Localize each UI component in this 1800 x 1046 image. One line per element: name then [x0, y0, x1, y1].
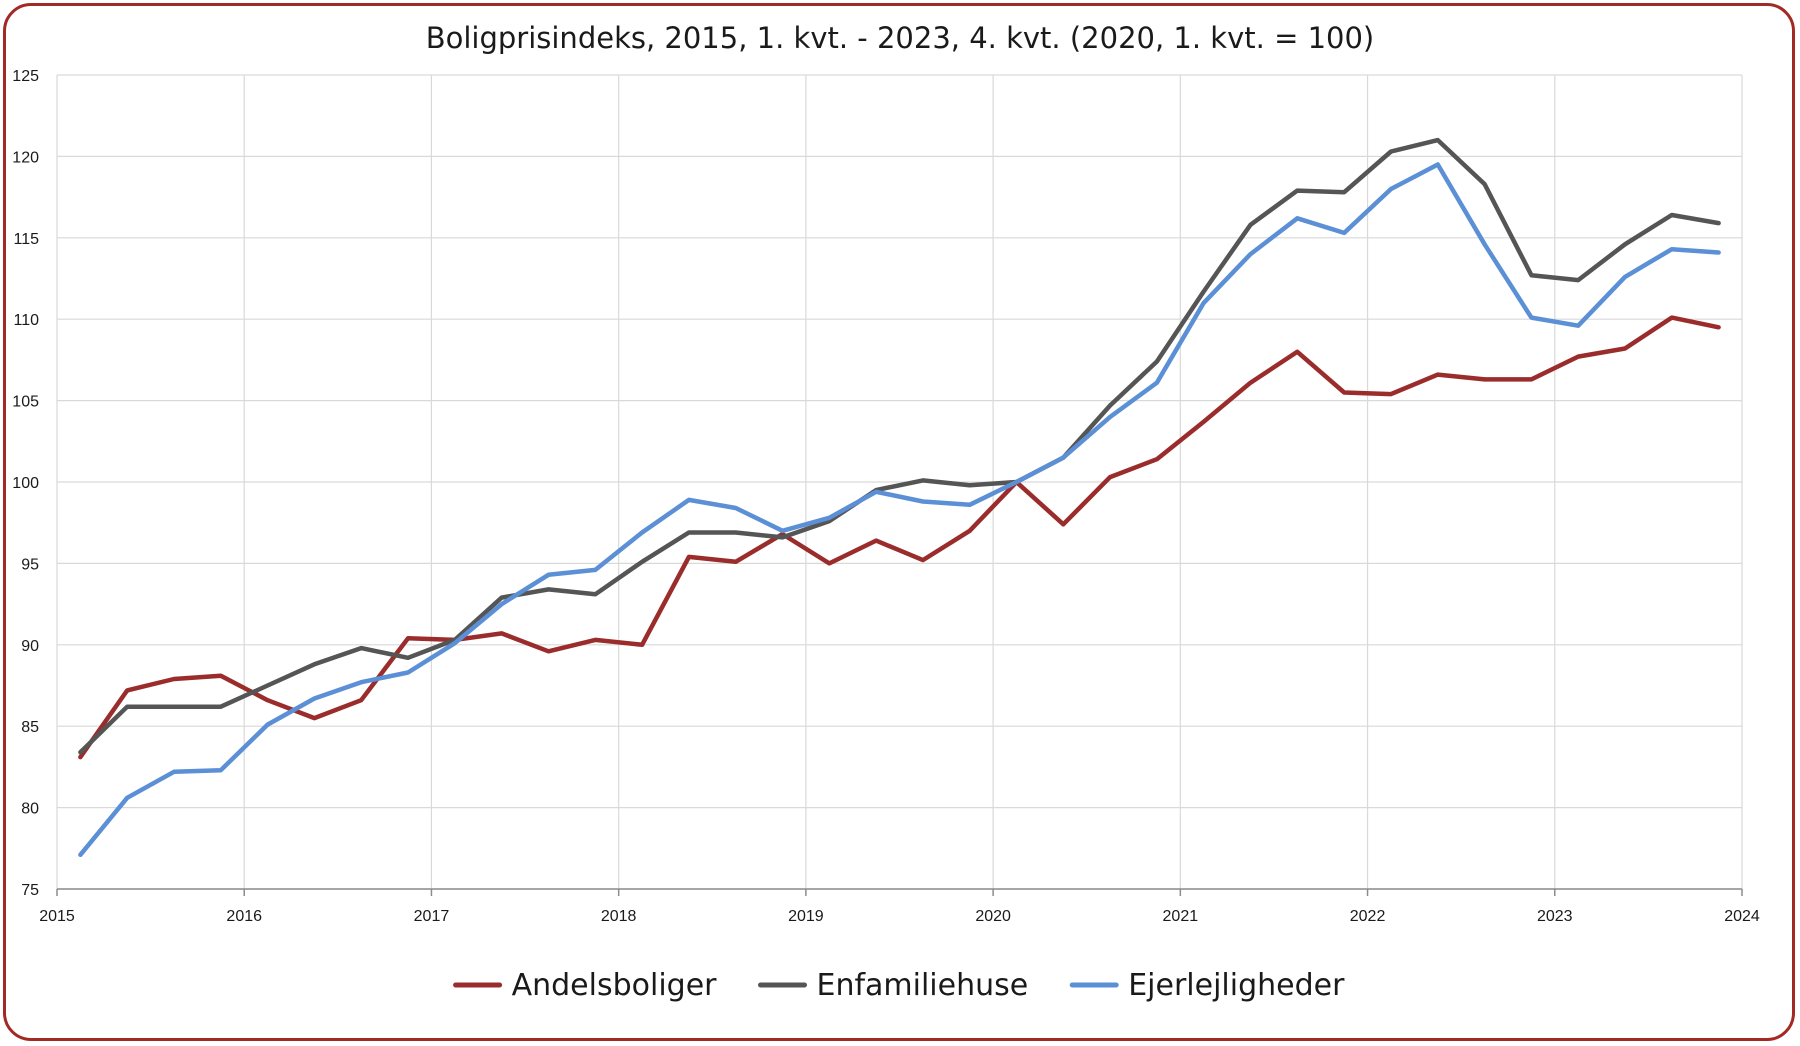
x-tick-label: 2015: [39, 908, 75, 925]
x-tick-label: 2020: [975, 908, 1011, 925]
y-tick-label: 95: [21, 556, 39, 573]
x-tick-label: 2023: [1537, 908, 1573, 925]
x-tick-label: 2016: [226, 908, 262, 925]
y-tick-label: 105: [12, 394, 39, 411]
y-tick-label: 90: [21, 638, 39, 655]
chart-frame: [3, 3, 1795, 1041]
legend-item-ejerlejligheder: Ejerlejligheder: [1069, 968, 1345, 1003]
x-tick-label: 2018: [601, 908, 637, 925]
y-tick-label: 115: [13, 231, 39, 248]
legend-label: Enfamiliehuse: [817, 968, 1029, 1003]
x-tick-label: 2024: [1724, 908, 1760, 925]
axes: [56, 888, 1743, 896]
x-tick-label: 2021: [1163, 908, 1199, 925]
x-tick-label: 2019: [788, 908, 824, 925]
y-axis-ticks: 75 80 85 90 95 100 105 110 115 120 125: [12, 68, 39, 899]
legend-label: Ejerlejligheder: [1128, 968, 1345, 1003]
series-line-andelsboliger: [78, 315, 1721, 760]
series-line-enfamiliehuse: [78, 137, 1721, 755]
chart-title: Boligprisindeks, 2015, 1. kvt. - 2023, 4…: [426, 21, 1375, 55]
series-lines: [78, 137, 1721, 858]
y-tick-label: 80: [21, 801, 39, 818]
y-tick-label: 120: [12, 149, 39, 166]
y-tick-label: 100: [12, 475, 39, 492]
legend-item-enfamiliehuse: Enfamiliehuse: [758, 968, 1029, 1003]
x-axis-ticks: 2015 2016 2017 2018 2019 2020 2021 2022 2023 2024: [39, 908, 1760, 925]
legend: Andelsboliger Enfamiliehuse Ejerlejlighede…: [453, 968, 1345, 1003]
x-tick-label: 2017: [414, 908, 450, 925]
y-tick-label: 85: [21, 719, 39, 736]
y-tick-label: 125: [12, 68, 39, 85]
y-tick-label: 110: [13, 312, 39, 329]
y-tick-label: 75: [21, 882, 39, 899]
legend-item-andelsboliger: Andelsboliger: [453, 968, 718, 1003]
legend-label: Andelsboliger: [512, 968, 718, 1003]
series-line-ejerlejligheder: [78, 162, 1721, 858]
x-tick-label: 2022: [1350, 908, 1386, 925]
